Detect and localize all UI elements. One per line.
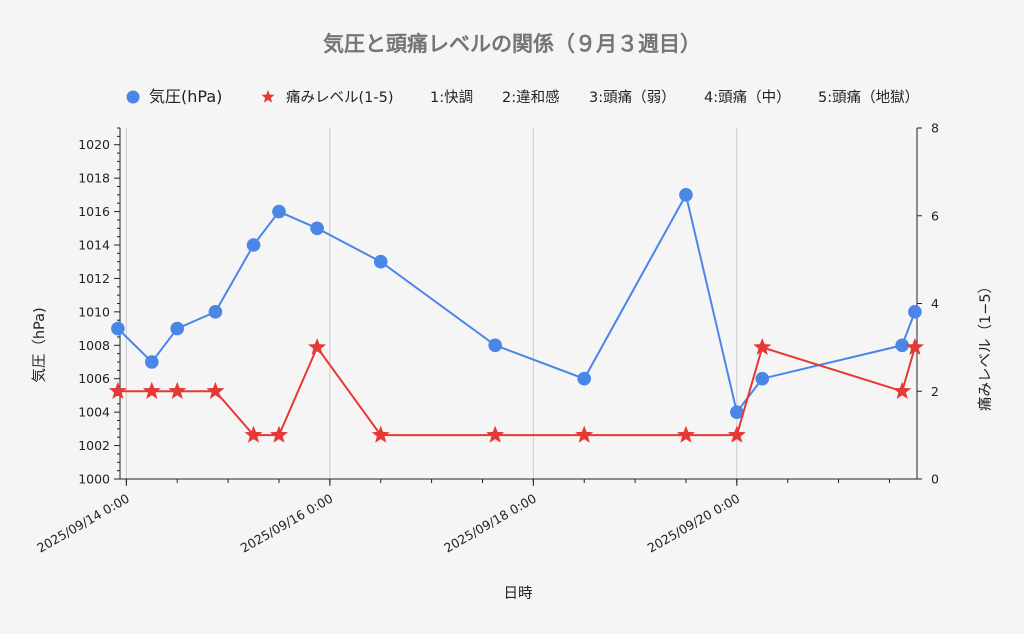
left-tick-label-5: 1010 bbox=[78, 304, 110, 319]
series-0-point-14 bbox=[908, 305, 922, 319]
right-tick-label-2: 4 bbox=[931, 296, 939, 311]
series-0-point-2 bbox=[170, 321, 185, 336]
legend: 気圧(hPa) 痛みレベル(1-5) 1:快調 2:違和感 3:頭痛（弱） 4:… bbox=[126, 87, 919, 106]
legend-pain-marker bbox=[261, 90, 275, 103]
series-1-point-13 bbox=[893, 381, 912, 399]
right-axis-title: 痛みレベル（1−5） bbox=[977, 279, 994, 411]
series-1-point-6 bbox=[308, 337, 327, 356]
series-layer bbox=[108, 188, 924, 443]
legend-pressure-label: 気圧(hPa) bbox=[149, 87, 222, 106]
series-1-point-5 bbox=[269, 425, 289, 443]
series-1-point-3 bbox=[206, 381, 225, 399]
left-tick-label-0: 1000 bbox=[78, 472, 110, 487]
right-tick-label-0: 0 bbox=[931, 472, 939, 487]
left-tick-label-7: 1014 bbox=[78, 238, 110, 253]
left-tick-label-3: 1006 bbox=[78, 371, 110, 386]
legend-pressure-marker bbox=[126, 90, 140, 104]
legend-scale-item-2: 2:違和感 bbox=[502, 89, 560, 106]
series-0-point-5 bbox=[272, 204, 286, 219]
left-tick-label-2: 1004 bbox=[78, 405, 110, 420]
series-1-point-10 bbox=[676, 425, 695, 443]
series-1-point-12 bbox=[753, 337, 772, 356]
series-0-point-3 bbox=[208, 305, 223, 319]
left-axis-ticks: 1000 1002 1004 1006 1008 1010 1012 1014 1016 1018… bbox=[78, 137, 110, 486]
left-tick-label-6: 1012 bbox=[78, 271, 110, 286]
axes bbox=[114, 127, 918, 483]
series-0-point-10 bbox=[679, 188, 693, 202]
series-0-point-7 bbox=[373, 254, 388, 269]
series-0-point-12 bbox=[755, 371, 770, 386]
series-1-point-11 bbox=[727, 425, 746, 443]
left-tick-label-8: 1016 bbox=[78, 204, 110, 219]
series-1-point-7 bbox=[371, 425, 390, 443]
right-axis-ticks: 0 2 4 6 8 bbox=[917, 121, 939, 487]
series-1-point-14 bbox=[905, 337, 924, 356]
gridlines bbox=[125, 128, 738, 479]
right-tick-label-1: 2 bbox=[931, 384, 939, 399]
right-tick-label-3: 6 bbox=[931, 208, 939, 223]
series-1 bbox=[108, 337, 924, 443]
series-0-point-8 bbox=[488, 338, 502, 353]
legend-scale-item-3: 3:頭痛（弱） bbox=[589, 89, 676, 106]
legend-pain-label: 痛みレベル(1-5) bbox=[286, 89, 394, 106]
x-axis-title: 日時 bbox=[504, 585, 533, 602]
chart-title: 気圧と頭痛レベルの関係（９月３週目） bbox=[323, 32, 701, 56]
series-1-point-0 bbox=[108, 381, 127, 399]
series-1-point-4 bbox=[244, 425, 263, 443]
series-0-point-13 bbox=[895, 338, 909, 353]
series-1-point-2 bbox=[168, 381, 187, 399]
series-0-point-1 bbox=[144, 355, 159, 369]
legend-scale-item-4: 4:頭痛（中） bbox=[704, 89, 791, 106]
series-0-point-4 bbox=[246, 238, 261, 252]
series-1-point-9 bbox=[575, 425, 594, 443]
series-1-point-1 bbox=[142, 381, 161, 399]
legend-scale-item-5: 5:頭痛（地獄） bbox=[818, 89, 919, 106]
series-0-point-9 bbox=[577, 371, 592, 386]
right-tick-label-4: 8 bbox=[931, 121, 939, 136]
series-0-point-6 bbox=[310, 221, 324, 236]
series-0 bbox=[111, 188, 922, 419]
left-tick-label-1: 1002 bbox=[78, 438, 110, 453]
series-0-point-0 bbox=[111, 321, 125, 336]
left-tick-label-10: 1020 bbox=[78, 137, 110, 152]
left-axis-title: 気圧（hPa) bbox=[31, 307, 48, 382]
left-tick-label-9: 1018 bbox=[78, 171, 110, 186]
legend-scale-item-1: 1:快調 bbox=[430, 89, 473, 106]
series-0-point-11 bbox=[730, 405, 744, 419]
left-tick-label-4: 1008 bbox=[78, 338, 110, 353]
series-1-point-8 bbox=[486, 425, 505, 443]
